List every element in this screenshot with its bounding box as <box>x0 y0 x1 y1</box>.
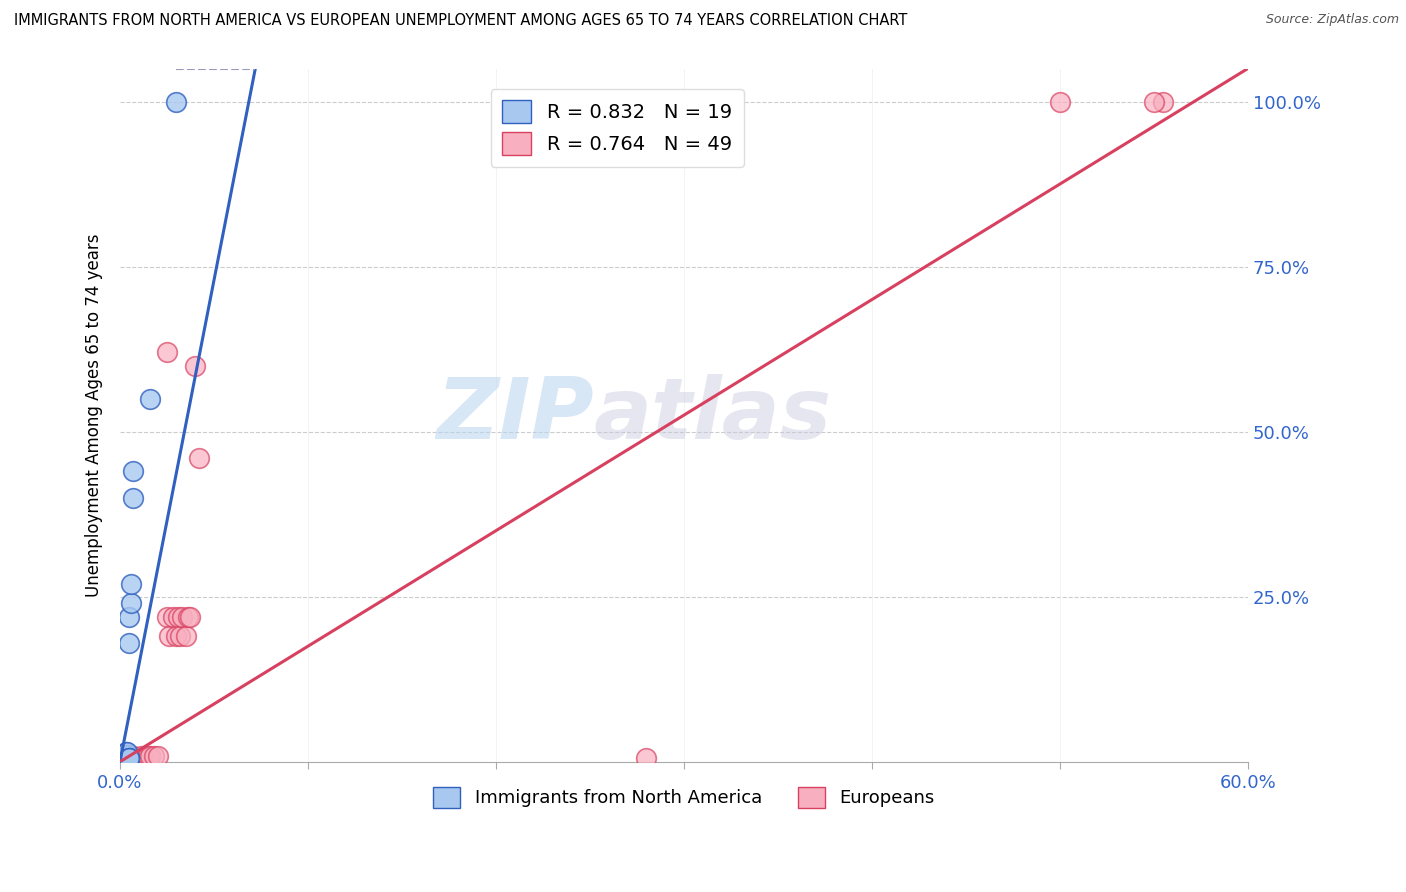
Point <box>187 451 209 466</box>
Point <box>122 751 145 765</box>
Point <box>111 751 134 765</box>
Point <box>179 609 201 624</box>
Point <box>167 609 190 624</box>
Point <box>114 749 136 764</box>
Point <box>111 748 134 763</box>
Text: Source: ZipAtlas.com: Source: ZipAtlas.com <box>1265 13 1399 27</box>
Point <box>156 609 179 624</box>
Point <box>120 751 142 765</box>
Point <box>128 751 150 765</box>
Point <box>125 751 148 765</box>
Point <box>165 629 187 643</box>
Point <box>174 629 197 643</box>
Point <box>117 748 139 763</box>
Point <box>112 748 135 763</box>
Point <box>111 749 134 764</box>
Point <box>156 345 179 359</box>
Point <box>636 751 658 765</box>
Point <box>118 749 141 764</box>
Point <box>117 745 139 759</box>
Text: IMMIGRANTS FROM NORTH AMERICA VS EUROPEAN UNEMPLOYMENT AMONG AGES 65 TO 74 YEARS: IMMIGRANTS FROM NORTH AMERICA VS EUROPEA… <box>14 13 907 29</box>
Point <box>111 751 134 765</box>
Point <box>117 751 139 765</box>
Point <box>1049 95 1071 109</box>
Point <box>111 748 134 763</box>
Text: atlas: atlas <box>593 374 832 457</box>
Point <box>122 464 145 478</box>
Point <box>124 751 146 765</box>
Point <box>131 751 153 765</box>
Y-axis label: Unemployment Among Ages 65 to 74 years: Unemployment Among Ages 65 to 74 years <box>86 234 103 597</box>
Point <box>1143 95 1166 109</box>
Point <box>120 576 142 591</box>
Legend: Immigrants from North America, Europeans: Immigrants from North America, Europeans <box>426 780 942 815</box>
Point <box>122 749 145 764</box>
Point <box>117 748 139 763</box>
Point <box>139 749 162 764</box>
Point <box>112 748 135 763</box>
Point <box>170 609 193 624</box>
Point <box>162 609 184 624</box>
Point <box>157 629 180 643</box>
Point <box>1152 95 1174 109</box>
Point <box>169 629 191 643</box>
Point <box>136 751 159 765</box>
Point <box>118 751 141 765</box>
Point <box>118 748 141 763</box>
Point <box>120 749 142 764</box>
Point <box>114 748 136 763</box>
Text: ZIP: ZIP <box>436 374 593 457</box>
Point <box>136 749 159 764</box>
Point <box>118 609 141 624</box>
Point <box>114 748 136 763</box>
Point <box>134 751 156 765</box>
Point <box>129 749 152 764</box>
Point <box>114 751 136 765</box>
Point <box>114 745 136 759</box>
Point <box>120 596 142 610</box>
Point <box>184 359 207 373</box>
Point <box>111 751 134 765</box>
Point <box>118 751 141 765</box>
Point <box>112 751 135 765</box>
Point <box>112 749 135 764</box>
Point <box>139 392 162 406</box>
Point <box>142 749 165 764</box>
Point <box>176 609 198 624</box>
Point <box>117 749 139 764</box>
Point <box>165 95 187 109</box>
Point <box>111 751 134 765</box>
Point <box>118 751 141 765</box>
Point <box>112 751 135 765</box>
Point <box>112 751 135 765</box>
Point <box>122 491 145 505</box>
Point <box>118 751 141 765</box>
Point <box>146 749 169 764</box>
Point <box>118 636 141 650</box>
